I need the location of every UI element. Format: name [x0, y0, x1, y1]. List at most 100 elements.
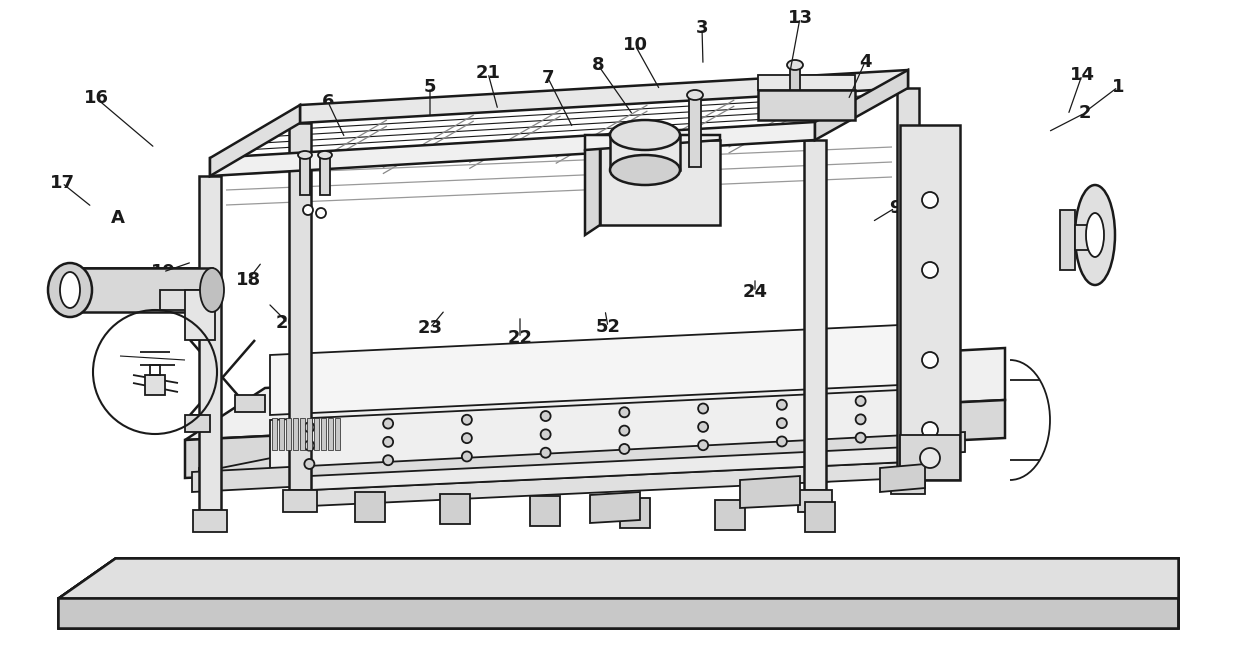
Polygon shape [58, 558, 1178, 598]
Circle shape [923, 422, 937, 438]
Polygon shape [320, 155, 330, 195]
Polygon shape [758, 75, 856, 90]
Text: 10: 10 [622, 36, 647, 54]
Text: A: A [112, 209, 125, 227]
Ellipse shape [1075, 185, 1115, 285]
Text: 20: 20 [275, 314, 300, 332]
Polygon shape [270, 390, 900, 475]
Polygon shape [440, 494, 470, 524]
Text: 6: 6 [321, 93, 335, 111]
Polygon shape [58, 598, 1178, 628]
Polygon shape [585, 135, 720, 150]
Circle shape [619, 426, 630, 436]
Polygon shape [210, 105, 300, 176]
Text: 52: 52 [595, 318, 620, 336]
Text: 16: 16 [83, 89, 109, 107]
Polygon shape [185, 348, 1004, 440]
Text: 19: 19 [150, 263, 176, 281]
Polygon shape [300, 155, 310, 195]
Polygon shape [58, 598, 1178, 628]
Polygon shape [355, 492, 384, 522]
Circle shape [461, 452, 472, 461]
Circle shape [541, 411, 551, 421]
Circle shape [541, 448, 551, 457]
Polygon shape [58, 558, 1178, 598]
Text: 13: 13 [787, 9, 812, 27]
Polygon shape [279, 418, 284, 450]
Polygon shape [799, 490, 832, 512]
Text: 5: 5 [424, 78, 436, 96]
Polygon shape [286, 418, 291, 450]
Polygon shape [185, 415, 210, 432]
Polygon shape [897, 88, 919, 472]
Polygon shape [272, 418, 277, 450]
Polygon shape [210, 122, 815, 176]
Circle shape [303, 205, 312, 215]
Circle shape [383, 437, 393, 447]
Polygon shape [310, 445, 950, 490]
Polygon shape [145, 375, 165, 395]
Text: 7: 7 [542, 69, 554, 87]
Polygon shape [585, 140, 600, 235]
Circle shape [698, 440, 708, 450]
Polygon shape [185, 290, 215, 340]
Polygon shape [815, 70, 908, 140]
Circle shape [923, 262, 937, 278]
Circle shape [777, 418, 787, 428]
Circle shape [304, 459, 315, 469]
Circle shape [541, 430, 551, 440]
Circle shape [461, 415, 472, 425]
Circle shape [619, 444, 630, 454]
Ellipse shape [687, 90, 703, 100]
Polygon shape [270, 325, 900, 415]
Text: 1: 1 [1112, 78, 1125, 96]
Polygon shape [300, 70, 908, 123]
Ellipse shape [610, 120, 680, 150]
Ellipse shape [787, 60, 804, 70]
Circle shape [923, 352, 937, 368]
Polygon shape [58, 598, 1178, 628]
Polygon shape [529, 496, 560, 526]
Circle shape [304, 441, 315, 451]
Polygon shape [321, 418, 326, 450]
Polygon shape [198, 468, 826, 482]
Polygon shape [758, 90, 856, 120]
Polygon shape [58, 558, 1178, 598]
Polygon shape [221, 450, 311, 482]
Polygon shape [198, 176, 221, 510]
Polygon shape [805, 502, 835, 532]
Polygon shape [293, 418, 298, 450]
Polygon shape [300, 418, 305, 450]
Polygon shape [892, 472, 925, 494]
Text: 21: 21 [475, 64, 501, 82]
Ellipse shape [200, 268, 224, 312]
Polygon shape [900, 125, 960, 480]
Polygon shape [310, 460, 950, 506]
Polygon shape [804, 140, 826, 490]
Polygon shape [620, 498, 650, 528]
Ellipse shape [298, 151, 312, 159]
Ellipse shape [610, 155, 680, 185]
Circle shape [920, 448, 940, 468]
Polygon shape [283, 490, 317, 512]
Circle shape [777, 400, 787, 410]
Polygon shape [740, 476, 800, 508]
Circle shape [619, 407, 630, 417]
Polygon shape [590, 492, 640, 523]
Circle shape [383, 418, 393, 428]
Polygon shape [600, 140, 720, 225]
Ellipse shape [317, 151, 332, 159]
Circle shape [316, 208, 326, 218]
Circle shape [856, 433, 866, 443]
Circle shape [383, 455, 393, 465]
Circle shape [856, 414, 866, 424]
Polygon shape [193, 510, 227, 532]
Polygon shape [329, 418, 334, 450]
Text: 24: 24 [743, 283, 768, 301]
Polygon shape [58, 558, 1178, 598]
Polygon shape [880, 464, 925, 492]
Polygon shape [289, 450, 919, 464]
Polygon shape [1060, 210, 1075, 270]
Polygon shape [236, 395, 265, 412]
Polygon shape [335, 418, 340, 450]
